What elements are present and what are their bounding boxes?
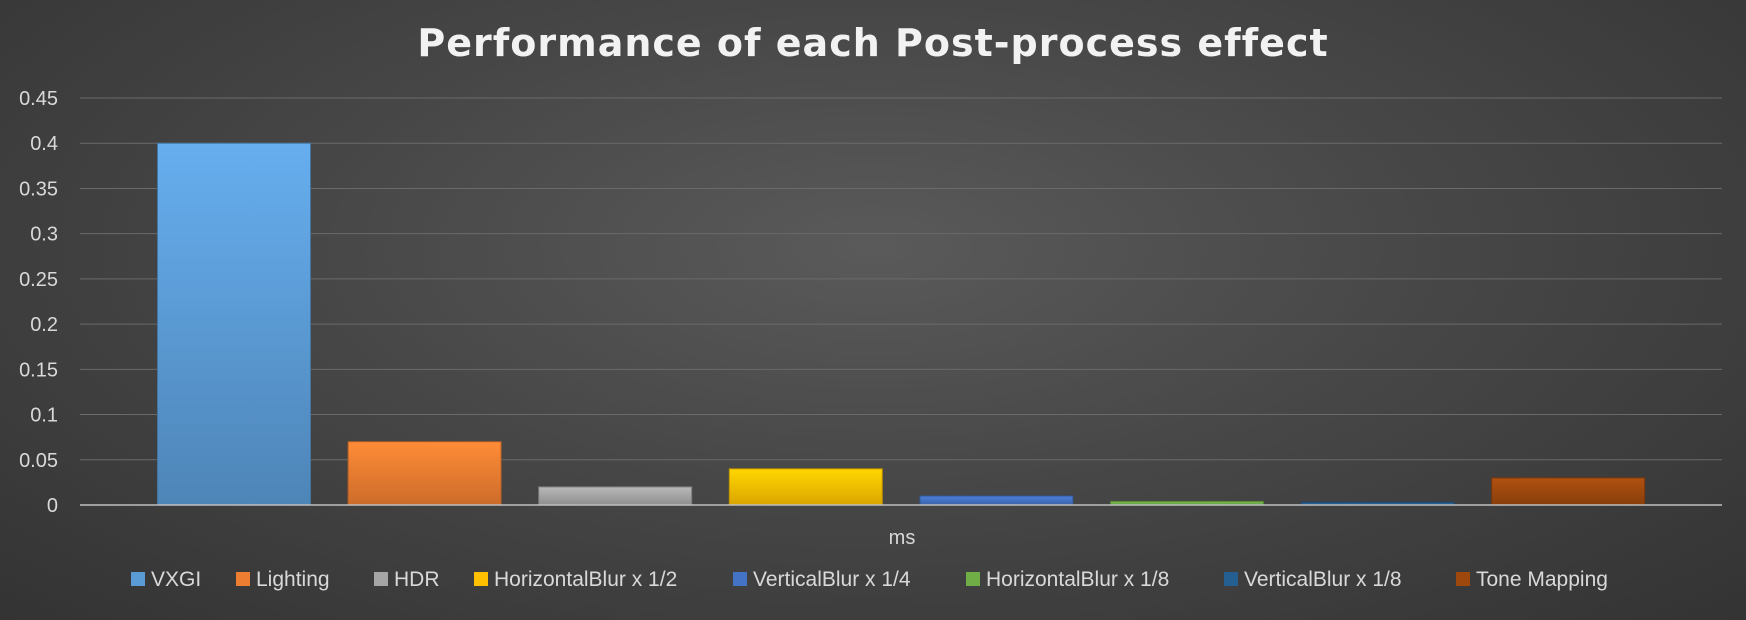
legend-label: HorizontalBlur x 1/2 xyxy=(494,568,677,591)
chart-title: Performance of each Post-process effect xyxy=(417,21,1328,65)
legend-label: VXGI xyxy=(151,568,201,591)
legend-label: Lighting xyxy=(256,568,330,591)
bar-tone-mapping xyxy=(1491,477,1646,506)
bar-hdr xyxy=(538,486,693,506)
bar-vxgi xyxy=(157,142,311,506)
legend-swatch xyxy=(733,572,747,586)
legend-swatch xyxy=(474,572,488,586)
x-axis-label: ms xyxy=(889,527,916,549)
legend-label: Tone Mapping xyxy=(1476,568,1608,591)
legend-swatch xyxy=(1456,572,1470,586)
y-tick-label: 0 xyxy=(47,495,58,517)
y-tick-label: 0.15 xyxy=(19,359,58,381)
legend-swatch xyxy=(1224,572,1238,586)
y-tick-label: 0.4 xyxy=(30,133,58,155)
y-axis-ticks: 0 0.05 0.1 0.15 0.2 0.25 0.3 0.35 0.4 0.45 xyxy=(19,88,58,517)
legend-label: VerticalBlur x 1/8 xyxy=(1244,568,1402,591)
y-tick-label: 0.45 xyxy=(19,88,58,110)
y-tick-label: 0.2 xyxy=(30,314,58,336)
y-tick-label: 0.25 xyxy=(19,269,58,291)
legend-swatch xyxy=(374,572,388,586)
bar-verticalblur-x-1-4 xyxy=(919,495,1074,506)
gridlines xyxy=(80,97,1722,461)
bars xyxy=(157,142,1646,506)
y-tick-label: 0.1 xyxy=(30,405,58,427)
bar-horizontalblur-x-1-2 xyxy=(728,468,883,506)
y-tick-label: 0.05 xyxy=(19,450,58,472)
legend-label: HDR xyxy=(394,568,440,591)
legend-label: HorizontalBlur x 1/8 xyxy=(986,568,1169,591)
legend-swatch xyxy=(966,572,980,586)
y-tick-label: 0.3 xyxy=(30,224,58,246)
legend-swatch xyxy=(236,572,250,586)
y-tick-label: 0.35 xyxy=(19,178,58,200)
legend: VXGI Lighting HDR HorizontalBlur x 1/2 Verti… xyxy=(131,568,1608,591)
legend-label: VerticalBlur x 1/4 xyxy=(753,568,911,591)
bar-lighting xyxy=(347,441,502,506)
legend-swatch xyxy=(131,572,145,586)
